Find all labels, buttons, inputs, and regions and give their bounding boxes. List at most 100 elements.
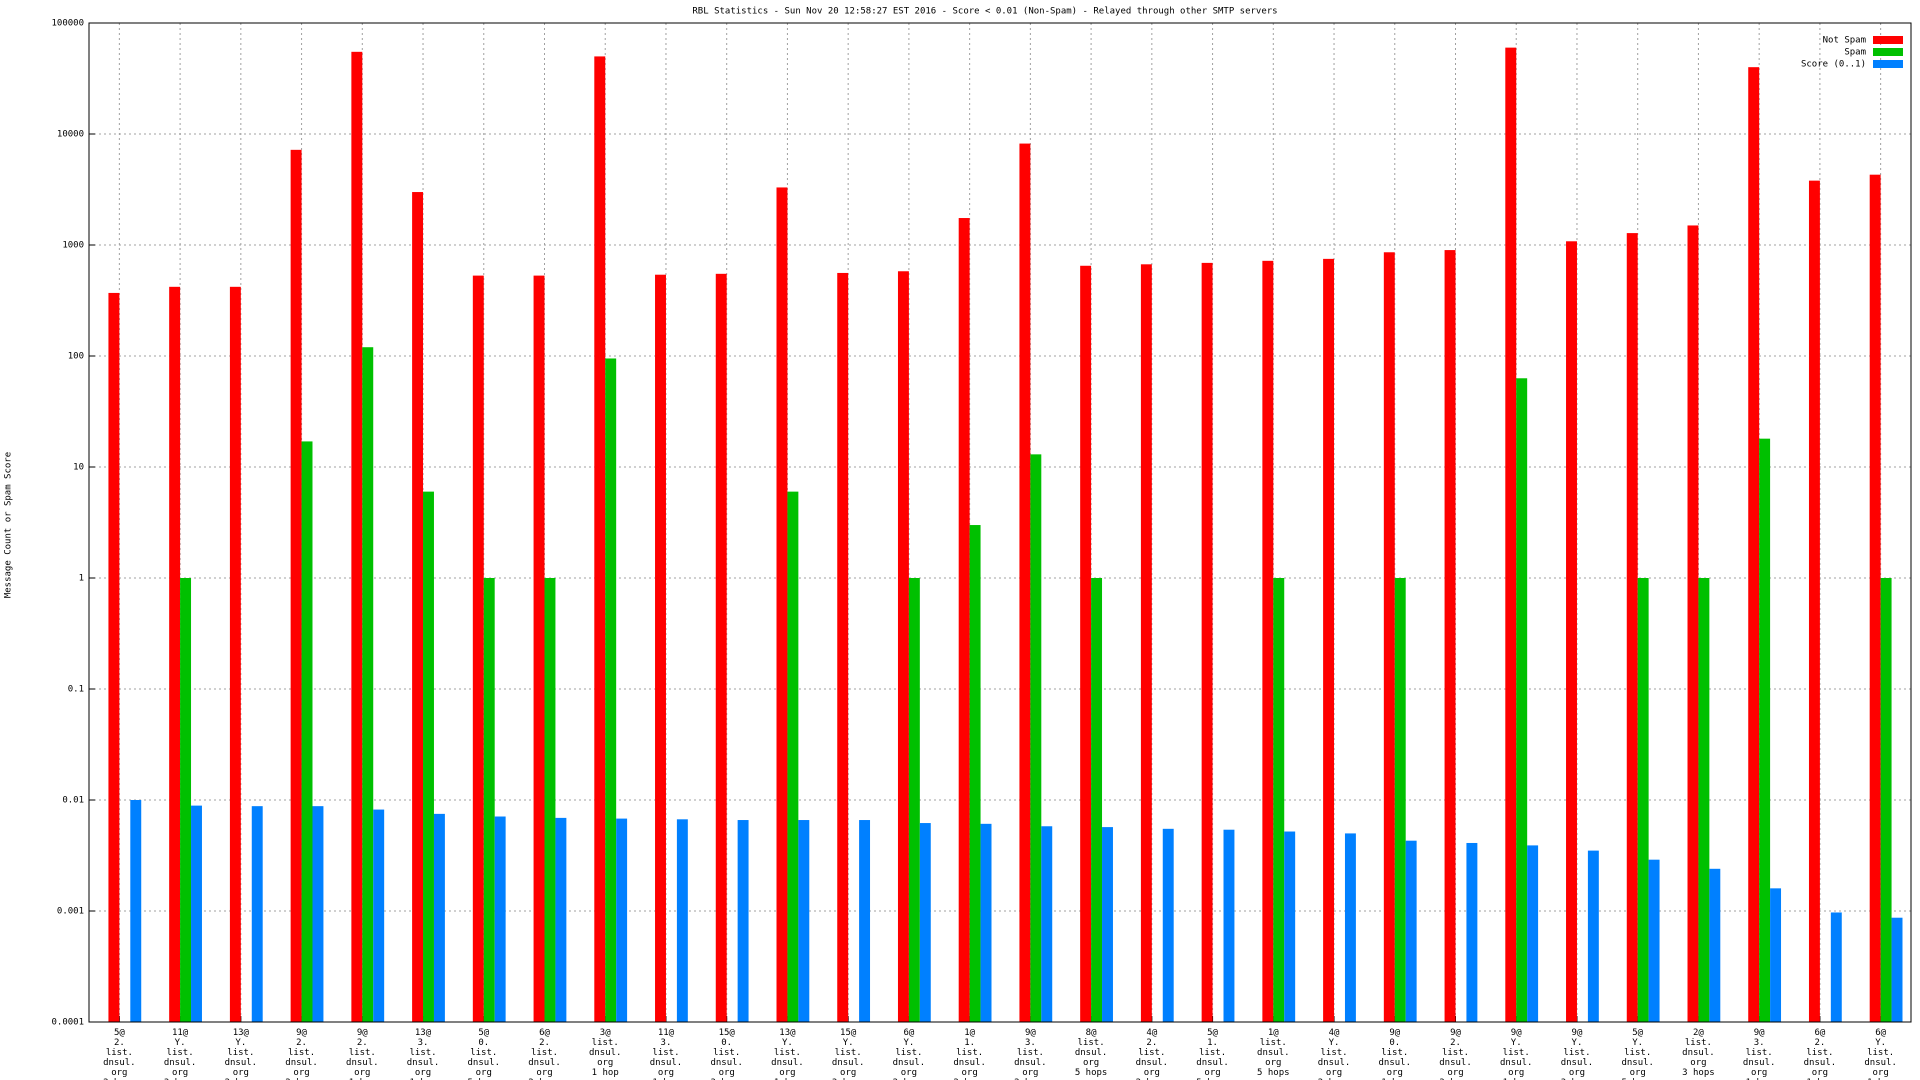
legend-label: Not Spam — [1823, 36, 1866, 46]
x-tick-label-line: 1 hop — [1381, 1078, 1408, 1080]
x-tick-label-line: 5 hops — [468, 1078, 501, 1080]
x-tick-label-line: 2 hops — [103, 1078, 136, 1080]
x-tick-label-line: 9@ — [1511, 1028, 1522, 1038]
x-tick-label-line: dnsul. — [1804, 1058, 1837, 1068]
x-tick-label-line: 1 hop — [1867, 1078, 1894, 1080]
x-tick-label-line: org — [1447, 1068, 1463, 1078]
x-tick-label-line: 1@ — [964, 1028, 975, 1038]
x-tick-label-line: Y. — [1329, 1038, 1340, 1048]
x-tick-label-line: dnsul. — [589, 1048, 622, 1058]
y-tick-label: 1 — [79, 574, 84, 584]
x-tick-label-line: 5@ — [478, 1028, 489, 1038]
x-tick-label-line: org — [597, 1058, 613, 1068]
bar — [1527, 845, 1539, 1022]
x-tick-label-line: dnsul. — [953, 1058, 986, 1068]
x-tick-label-line: list. — [1806, 1048, 1833, 1058]
bar — [373, 809, 385, 1022]
bar — [787, 491, 799, 1022]
bar — [1566, 241, 1577, 1022]
bar — [1748, 67, 1760, 1023]
x-tick-label-line: 5 hops — [1196, 1078, 1229, 1080]
x-tick-label-line: list. — [592, 1038, 619, 1048]
bar — [919, 823, 931, 1022]
x-tick-label-line: 2 hops — [953, 1078, 986, 1080]
x-tick-label-line: 13@ — [779, 1028, 796, 1038]
y-tick-label: 0.01 — [62, 796, 84, 806]
chart-title: RBL Statistics - Sun Nov 20 12:58:27 EST… — [692, 7, 1277, 17]
bar — [544, 578, 556, 1022]
y-tick-label: 1000 — [62, 241, 84, 251]
x-tick-label-line: 2. — [539, 1038, 550, 1048]
bar — [1284, 831, 1296, 1022]
x-tick-label-line: dnsul. — [1257, 1048, 1290, 1058]
x-tick-label-line: org — [962, 1068, 978, 1078]
bar — [1880, 578, 1892, 1022]
bar — [1201, 262, 1213, 1022]
x-tick-label-line: 3. — [661, 1038, 672, 1048]
x-tick-label-line: list. — [652, 1048, 679, 1058]
x-tick-label-line: 2 hops — [285, 1078, 318, 1080]
x-tick-label-line: dnsul. — [1379, 1058, 1412, 1068]
x-tick-label-line: dnsul. — [1621, 1058, 1654, 1068]
x-tick-label-line: Y. — [1511, 1038, 1522, 1048]
x-tick-label-line: list. — [349, 1048, 376, 1058]
bar — [1505, 47, 1517, 1023]
x-tick-label-line: list. — [895, 1048, 922, 1058]
bar — [980, 823, 992, 1022]
bar — [1770, 888, 1782, 1022]
bar — [290, 149, 302, 1023]
bar — [1140, 264, 1152, 1023]
x-tick-label-line: 2 hops — [225, 1078, 258, 1080]
y-tick-label: 0.0001 — [51, 1018, 84, 1028]
x-tick-label-line: 15@ — [719, 1028, 736, 1038]
bar — [1808, 180, 1820, 1022]
x-tick-label-line: 2. — [357, 1038, 368, 1048]
x-tick-label-line: 3. — [418, 1038, 429, 1048]
x-tick-label-line: 9@ — [296, 1028, 307, 1038]
y-tick-label: 0.001 — [57, 907, 84, 917]
x-tick-label-line: 5 hops — [1257, 1068, 1290, 1078]
x-tick-label-line: 9@ — [1754, 1028, 1765, 1038]
bar — [351, 51, 363, 1022]
bar — [412, 192, 424, 1022]
bar — [837, 272, 849, 1022]
x-tick-label-line: 2. — [114, 1038, 125, 1048]
x-tick-label-line: 3. — [1754, 1038, 1765, 1048]
plot-frame — [88, 22, 1912, 1023]
bar — [1626, 233, 1638, 1022]
bar — [1041, 826, 1053, 1022]
bar — [362, 347, 374, 1022]
x-tick-label-line: list. — [227, 1048, 254, 1058]
x-tick-label-line: Y. — [903, 1038, 914, 1048]
bar — [423, 491, 434, 1022]
x-tick-label-line: 2. — [1450, 1038, 1461, 1048]
x-tick-label-line: org — [1326, 1068, 1342, 1078]
x-tick-label-line: 13@ — [233, 1028, 250, 1038]
bar — [1383, 252, 1395, 1022]
bar — [1466, 842, 1478, 1022]
x-tick-label-line: dnsul. — [650, 1058, 683, 1068]
bar — [1030, 454, 1042, 1022]
bar — [958, 218, 970, 1023]
x-tick-label-line: list. — [1867, 1048, 1894, 1058]
x-tick-label-line: 6@ — [903, 1028, 914, 1038]
x-tick-label-line: org — [1812, 1068, 1828, 1078]
y-tick-label: 100000 — [51, 19, 84, 29]
x-tick-label-line: org — [1265, 1058, 1281, 1068]
x-tick-label-line: org — [1144, 1068, 1160, 1078]
x-tick-label-line: 5 hops — [1075, 1068, 1108, 1078]
bar — [1405, 840, 1417, 1022]
x-tick-label-line: 1 hop — [409, 1078, 436, 1080]
x-tick-label-line: 11@ — [658, 1028, 675, 1038]
x-tick-label-line: 4@ — [1329, 1028, 1340, 1038]
